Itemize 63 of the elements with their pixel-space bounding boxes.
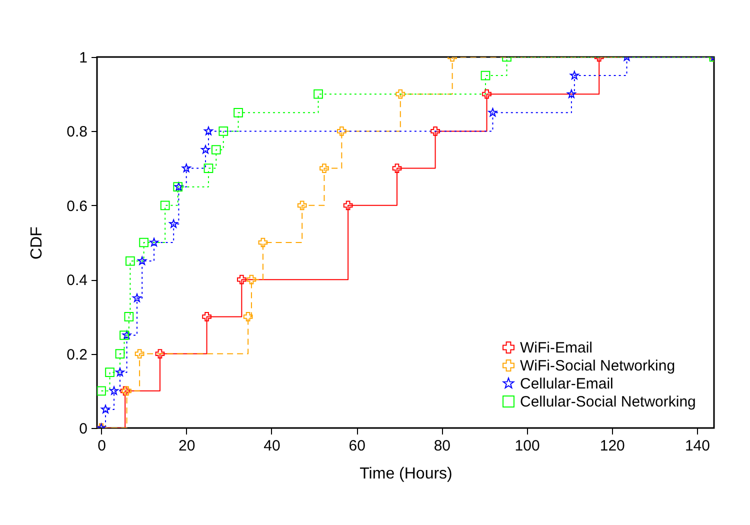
x-tick-label: 120 xyxy=(600,438,625,454)
point xyxy=(336,126,346,136)
point xyxy=(234,108,243,118)
point xyxy=(122,330,132,340)
point xyxy=(204,126,213,136)
legend-label: WiFi-Email xyxy=(520,340,592,356)
y-tick-label: 1 xyxy=(79,50,88,66)
point xyxy=(150,238,158,246)
point xyxy=(392,164,402,173)
x-tick-label: 100 xyxy=(514,438,540,454)
point xyxy=(396,89,406,99)
point xyxy=(115,349,125,358)
point xyxy=(320,164,329,173)
y-tick-label: 0.2 xyxy=(66,346,88,364)
point xyxy=(566,89,576,98)
point xyxy=(97,386,106,396)
legend-label: Cellular-Social Networking xyxy=(520,394,696,410)
y-tick-label: 0.8 xyxy=(66,124,88,141)
y-axis-title: CDF xyxy=(28,226,46,260)
point xyxy=(116,368,124,376)
point xyxy=(236,274,246,284)
point xyxy=(139,238,148,248)
point xyxy=(211,145,221,154)
point xyxy=(169,219,178,228)
point xyxy=(124,312,134,322)
point xyxy=(132,293,142,302)
y-tick-label: 0.6 xyxy=(66,198,88,215)
point xyxy=(488,108,498,117)
point xyxy=(343,200,353,210)
point xyxy=(218,126,228,136)
point xyxy=(480,70,490,80)
point xyxy=(258,238,268,248)
point xyxy=(110,386,118,395)
point xyxy=(134,349,144,358)
point xyxy=(314,89,323,99)
point xyxy=(105,368,114,378)
point xyxy=(201,145,210,154)
x-tick-label: 40 xyxy=(264,438,280,454)
point xyxy=(430,126,440,136)
point xyxy=(246,274,256,284)
point xyxy=(126,256,135,266)
point xyxy=(138,256,147,265)
point xyxy=(204,164,214,173)
x-tick-label: 60 xyxy=(348,438,366,454)
point xyxy=(570,70,579,80)
point xyxy=(155,349,165,358)
x-tick-label: 140 xyxy=(684,438,710,454)
y-tick-label: 0 xyxy=(79,420,88,438)
point xyxy=(297,200,307,210)
point xyxy=(482,89,492,99)
legend-label: WiFi-Social Networking xyxy=(520,358,676,374)
x-tick-label: 0 xyxy=(98,438,106,454)
point xyxy=(182,164,191,172)
x-tick-label: 20 xyxy=(178,438,196,454)
x-tick-label: 80 xyxy=(434,438,451,454)
point xyxy=(160,200,170,210)
point xyxy=(101,404,110,414)
point xyxy=(243,312,253,322)
point xyxy=(202,312,212,322)
y-tick-label: 0.4 xyxy=(66,272,88,290)
point xyxy=(120,330,129,340)
legend-label: Cellular-Email xyxy=(520,376,614,392)
x-axis-title: Time (Hours) xyxy=(360,466,452,482)
